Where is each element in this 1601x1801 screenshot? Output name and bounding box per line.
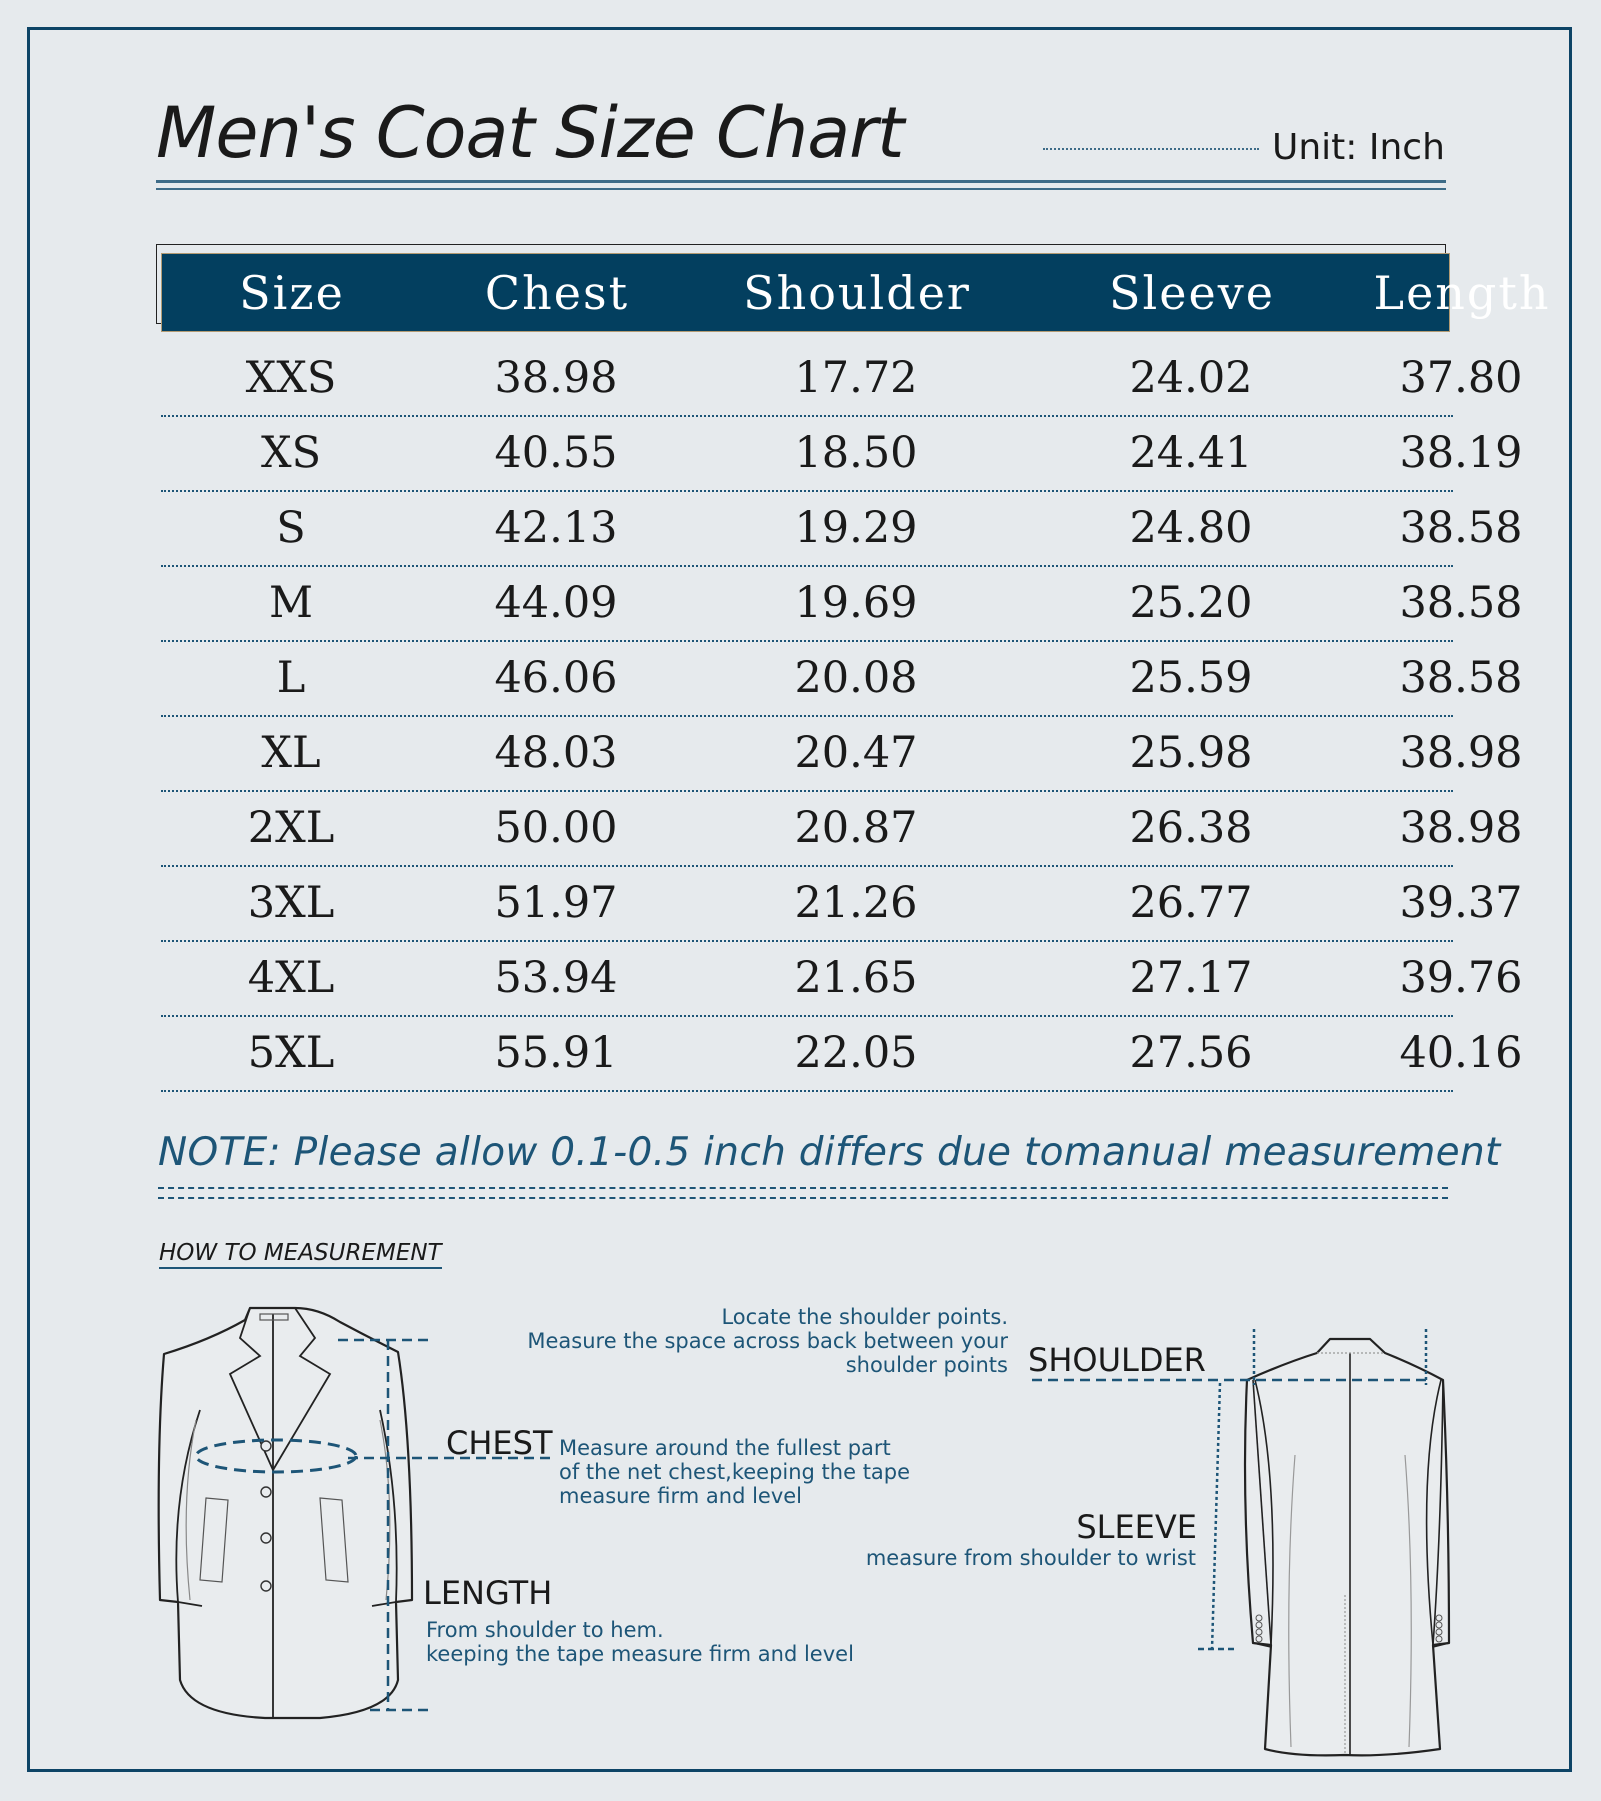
cell-size: M bbox=[268, 577, 314, 628]
cell-size: 4XL bbox=[247, 952, 335, 1003]
column-header-sleeve: Sleeve bbox=[1109, 265, 1275, 320]
sleeve-label: SLEEVE bbox=[1076, 1508, 1197, 1546]
cell-sleeve: 26.77 bbox=[1129, 877, 1253, 928]
cell-chest: 55.91 bbox=[494, 1027, 618, 1078]
table-row: 5XL 55.91 22.05 27.56 40.16 bbox=[161, 1015, 1523, 1092]
table-row: 4XL 53.94 21.65 27.17 39.76 bbox=[161, 940, 1523, 1017]
cell-shoulder: 20.87 bbox=[794, 802, 918, 853]
cell-chest: 51.97 bbox=[494, 877, 618, 928]
cell-chest: 40.55 bbox=[494, 427, 618, 478]
title-rule-secondary bbox=[156, 188, 1446, 190]
unit-label: Unit: Inch bbox=[1272, 127, 1445, 168]
chest-description: Measure around the fullest part of the n… bbox=[559, 1436, 910, 1508]
cell-shoulder: 20.08 bbox=[794, 652, 918, 703]
cell-size: XXS bbox=[245, 352, 337, 403]
length-label: LENGTH bbox=[423, 1574, 553, 1612]
shoulder-desc-line: shoulder points bbox=[845, 1353, 1008, 1377]
note-rule-secondary bbox=[158, 1197, 1448, 1199]
title-rule bbox=[156, 180, 1446, 183]
cell-length: 38.19 bbox=[1399, 427, 1523, 478]
table-row: S 42.13 19.29 24.80 38.58 bbox=[161, 490, 1523, 567]
cell-size: XS bbox=[260, 427, 322, 478]
measurement-note: NOTE: Please allow 0.1-0.5 inch differs … bbox=[158, 1130, 1501, 1175]
shoulder-desc-line: Measure the space across back between yo… bbox=[527, 1329, 1008, 1353]
cell-shoulder: 21.65 bbox=[794, 952, 918, 1003]
cell-chest: 46.06 bbox=[494, 652, 618, 703]
column-header-chest: Chest bbox=[484, 265, 630, 320]
how-to-heading: HOW TO MEASUREMENT bbox=[159, 1240, 442, 1269]
chest-desc-line: Measure around the fullest part bbox=[559, 1436, 891, 1460]
cell-shoulder: 19.69 bbox=[794, 577, 918, 628]
cell-chest: 44.09 bbox=[494, 577, 618, 628]
cell-shoulder: 18.50 bbox=[794, 427, 918, 478]
page-title: Men's Coat Size Chart bbox=[156, 92, 904, 174]
cell-size: L bbox=[276, 652, 306, 703]
shoulder-label: SHOULDER bbox=[1028, 1341, 1206, 1379]
back-measure-lines bbox=[1032, 1329, 1430, 1651]
cell-length: 38.58 bbox=[1399, 502, 1523, 553]
chest-desc-line: measure firm and level bbox=[559, 1484, 803, 1508]
cell-chest: 53.94 bbox=[494, 952, 618, 1003]
chest-label: CHEST bbox=[446, 1424, 553, 1462]
cell-length: 39.37 bbox=[1399, 877, 1523, 928]
cell-shoulder: 21.26 bbox=[794, 877, 918, 928]
cell-length: 38.58 bbox=[1399, 577, 1523, 628]
table-row: L 46.06 20.08 25.59 38.58 bbox=[161, 640, 1523, 717]
cell-size: 3XL bbox=[247, 877, 335, 928]
cell-length: 40.16 bbox=[1399, 1027, 1523, 1078]
cell-size: S bbox=[276, 502, 306, 553]
cell-shoulder: 19.29 bbox=[794, 502, 918, 553]
unit-leader-line bbox=[1043, 148, 1259, 150]
cell-length: 38.58 bbox=[1399, 652, 1523, 703]
cell-chest: 38.98 bbox=[494, 352, 618, 403]
cell-length: 38.98 bbox=[1399, 802, 1523, 853]
cell-size: XL bbox=[261, 727, 321, 778]
sleeve-desc-line: measure from shoulder to wrist bbox=[865, 1546, 1196, 1570]
cell-sleeve: 27.17 bbox=[1129, 952, 1253, 1003]
cell-sleeve: 26.38 bbox=[1129, 802, 1253, 853]
table-row: XXS 38.98 17.72 24.02 37.80 bbox=[161, 340, 1523, 417]
cell-sleeve: 27.56 bbox=[1129, 1027, 1253, 1078]
cell-size: 5XL bbox=[247, 1027, 335, 1078]
cell-sleeve: 24.80 bbox=[1129, 502, 1253, 553]
table-row: XL 48.03 20.47 25.98 38.98 bbox=[161, 715, 1523, 792]
column-header-shoulder: Shoulder bbox=[743, 265, 971, 320]
note-rule bbox=[158, 1187, 1448, 1189]
length-desc-line: From shoulder to hem. bbox=[426, 1618, 664, 1642]
page-frame bbox=[27, 27, 1572, 1772]
column-header-size: Size bbox=[239, 265, 345, 320]
table-row: 2XL 50.00 20.87 26.38 38.98 bbox=[161, 790, 1523, 867]
cell-length: 39.76 bbox=[1399, 952, 1523, 1003]
cell-length: 38.98 bbox=[1399, 727, 1523, 778]
cell-shoulder: 22.05 bbox=[794, 1027, 918, 1078]
cell-sleeve: 24.41 bbox=[1129, 427, 1253, 478]
cell-size: 2XL bbox=[247, 802, 335, 853]
front-coat-icon bbox=[157, 1306, 414, 1720]
cell-sleeve: 24.02 bbox=[1129, 352, 1253, 403]
sleeve-description: measure from shoulder to wrist bbox=[866, 1546, 1196, 1570]
cell-sleeve: 25.20 bbox=[1129, 577, 1253, 628]
cell-length: 37.80 bbox=[1399, 352, 1523, 403]
shoulder-desc-line: Locate the shoulder points. bbox=[721, 1305, 1008, 1329]
cell-chest: 42.13 bbox=[494, 502, 618, 553]
cell-chest: 50.00 bbox=[494, 802, 618, 853]
table-row: 3XL 51.97 21.26 26.77 39.37 bbox=[161, 865, 1523, 942]
length-description: From shoulder to hem. keeping the tape m… bbox=[426, 1618, 854, 1666]
shoulder-description: Locate the shoulder points. Measure the … bbox=[527, 1305, 1008, 1377]
length-desc-line: keeping the tape measure firm and level bbox=[426, 1642, 854, 1666]
table-row: M 44.09 19.69 25.20 38.58 bbox=[161, 565, 1523, 642]
back-coat-icon bbox=[1243, 1337, 1451, 1757]
cell-chest: 48.03 bbox=[494, 727, 618, 778]
cell-shoulder: 17.72 bbox=[794, 352, 918, 403]
table-header: Size Chest Shoulder Sleeve Length bbox=[161, 253, 1548, 332]
cell-sleeve: 25.98 bbox=[1129, 727, 1253, 778]
cell-shoulder: 20.47 bbox=[794, 727, 918, 778]
front-measure-lines bbox=[338, 1338, 550, 1712]
chest-desc-line: of the net chest,keeping the tape bbox=[559, 1460, 911, 1484]
table-row: XS 40.55 18.50 24.41 38.19 bbox=[161, 415, 1523, 492]
cell-sleeve: 25.59 bbox=[1129, 652, 1253, 703]
column-header-length: Length bbox=[1373, 265, 1551, 320]
